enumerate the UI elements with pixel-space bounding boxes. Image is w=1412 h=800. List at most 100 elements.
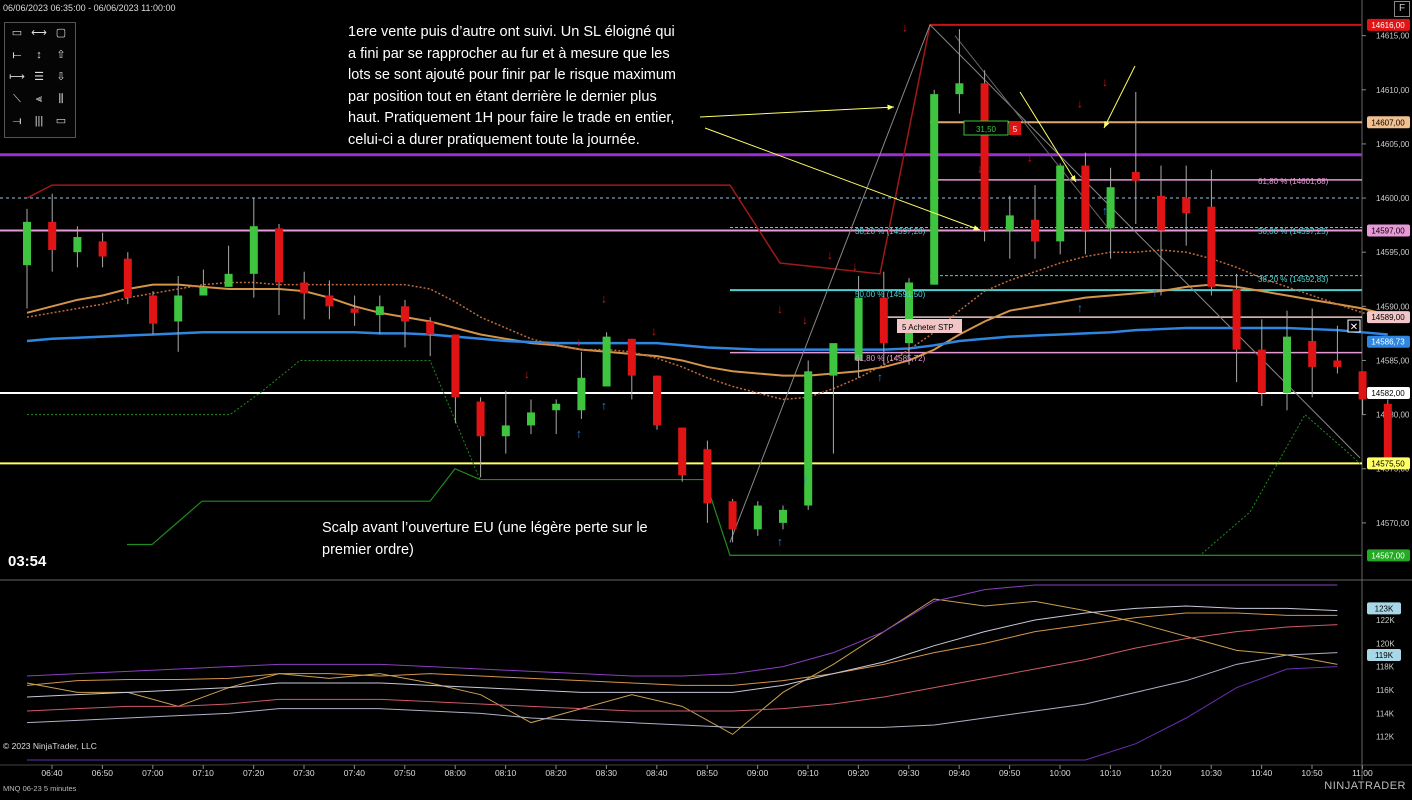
down-candle	[627, 338, 636, 376]
price-tick-label: 14605,00	[1376, 140, 1410, 149]
up-arrow-icon[interactable]: ⇧	[56, 49, 66, 61]
expand-button[interactable]: F	[1394, 1, 1410, 17]
time-tick-label: 08:00	[445, 768, 467, 778]
vertical-lines-icon[interactable]: |||	[34, 115, 44, 127]
down-candle	[48, 221, 57, 251]
sell-arrow-icon: ↓	[802, 313, 808, 327]
rectangle-icon[interactable]: ▢	[55, 27, 67, 39]
time-tick-label: 07:20	[243, 768, 265, 778]
sell-arrow-icon: ↓	[1027, 151, 1033, 165]
fib-level-label: 50,00 % (14591,50)	[855, 290, 926, 299]
sell-arrow-icon: ↓	[777, 302, 783, 316]
up-candle	[577, 377, 586, 411]
instrument-label: MNQ 06-23 5 minutes	[3, 784, 77, 793]
yellow-arrow	[1103, 65, 1136, 129]
indicator-tick-label: 116K	[1376, 686, 1395, 695]
time-tick-label: 07:40	[344, 768, 366, 778]
indicator-tick-label: 112K	[1376, 733, 1395, 742]
down-candle	[98, 241, 107, 257]
price-tick-label: 14570,00	[1376, 519, 1410, 528]
sell-arrow-icon: ↓	[524, 367, 530, 381]
up-candle	[23, 221, 31, 266]
price-tag-label: 14567,00	[1371, 551, 1405, 560]
down-candle	[879, 297, 888, 344]
buy-arrow-icon: ↑	[1102, 203, 1108, 217]
fib-extension-icon[interactable]: ⫷	[35, 93, 43, 105]
time-tick-label: 07:10	[193, 768, 215, 778]
sell-arrow-icon: ↓	[601, 291, 607, 305]
time-tick-label: 10:20	[1150, 768, 1172, 778]
sell-arrow-icon: ↓	[902, 21, 908, 35]
down-candle	[325, 295, 334, 307]
down-candle	[401, 306, 409, 322]
region-icon[interactable]: ▭	[55, 115, 67, 127]
price-tag	[1367, 116, 1410, 129]
trailing-stop	[27, 359, 1361, 556]
indicator-tick-label: 120K	[1376, 639, 1395, 648]
drawing-toolbox: ▭ ⟷ ▢ ⟝ ↕ ⇧ ⟼ ☰ ⇩ ⟍ ⫷ ⫼ ⟞ ||| ▭	[4, 22, 76, 138]
price-tag	[1367, 386, 1410, 399]
trade-comment-line: par position tout en étant derrière le d…	[348, 88, 657, 105]
fibonacci-icon[interactable]: ☰	[34, 71, 44, 83]
down-candle	[1383, 403, 1392, 461]
diagonal-line-icon[interactable]: ⟍	[13, 93, 21, 105]
date-range-label: 06/06/2023 06:35:00 - 06/06/2023 11:00:0…	[3, 3, 176, 13]
range-arrow-icon[interactable]: ⟷	[31, 27, 47, 39]
down-arrow-icon[interactable]: ⇩	[56, 71, 66, 83]
down-candle	[1182, 198, 1191, 214]
price-tag-label: 14586,73	[1371, 338, 1405, 347]
orange-moving-average	[26, 283, 1389, 377]
down-candle	[1232, 289, 1241, 350]
down-candle	[275, 228, 283, 283]
price-tag-label: 14607,00	[1371, 118, 1405, 127]
down-candle	[1131, 172, 1140, 181]
down-candle	[728, 501, 737, 530]
time-tick-label: 06:50	[92, 768, 114, 778]
buy-arrow-icon: ↑	[802, 472, 808, 486]
up-candle	[930, 94, 939, 285]
sell-arrow-icon: ↓	[576, 335, 582, 349]
pitchfork-icon[interactable]: ⫼	[58, 93, 64, 105]
price-tag-label: 14616,00	[1371, 21, 1405, 30]
ray-icon[interactable]: ⟼	[9, 71, 25, 83]
sell-arrow-icon: ↓	[702, 443, 708, 457]
indicator-line-silver	[26, 652, 1338, 728]
ruler-icon[interactable]: ▭	[11, 27, 23, 39]
up-candle	[1005, 215, 1014, 231]
buy-arrow-icon: ↑	[877, 370, 883, 384]
price-tick-label: 14615,00	[1376, 32, 1410, 41]
up-candle	[1283, 336, 1291, 393]
time-tick-label: 06:40	[41, 768, 63, 778]
price-tick-label: 14580,00	[1376, 411, 1410, 420]
line-icon[interactable]: ⟝	[12, 49, 22, 61]
vertical-arrow-icon[interactable]: ↕	[36, 49, 42, 61]
down-candle	[1031, 219, 1039, 242]
down-candle	[1308, 340, 1317, 367]
yellow-arrow-head	[973, 225, 980, 231]
down-candle	[1333, 360, 1342, 367]
position-qty-box	[1009, 121, 1021, 135]
up-candle	[804, 371, 813, 506]
indicator-line-gray	[26, 605, 1338, 698]
trade-comment-line: celui-ci a durer pratiquement toute la j…	[348, 131, 640, 148]
trade-comment: 1ere vente puis d’autre ont suivi. Un SL…	[348, 22, 748, 151]
buy-arrow-icon: ↑	[1077, 301, 1083, 315]
indicator-tick-label: 118K	[1376, 663, 1395, 672]
trade-comment-line: 1ere vente puis d’autre ont suivi. Un SL…	[348, 24, 675, 40]
trade-comment-line: haut. Pratiquement 1H pour faire le trad…	[348, 110, 675, 126]
indicator-tag-label: 119K	[1375, 651, 1394, 660]
up-candle	[224, 273, 233, 287]
extended-line-icon[interactable]: ⟞	[12, 115, 22, 127]
indicator-line-violet	[27, 666, 1338, 761]
time-tick-label: 08:30	[596, 768, 618, 778]
bar-timer: 03:54	[8, 553, 47, 570]
price-tag	[1367, 457, 1410, 470]
yellow-arrow-head	[887, 104, 894, 111]
price-tag	[1367, 335, 1410, 348]
scalp-comment-line: premier ordre)	[322, 541, 414, 558]
indicator-line-gold	[26, 598, 1338, 735]
up-candle	[779, 509, 787, 523]
time-tick-label: 10:40	[1251, 768, 1273, 778]
